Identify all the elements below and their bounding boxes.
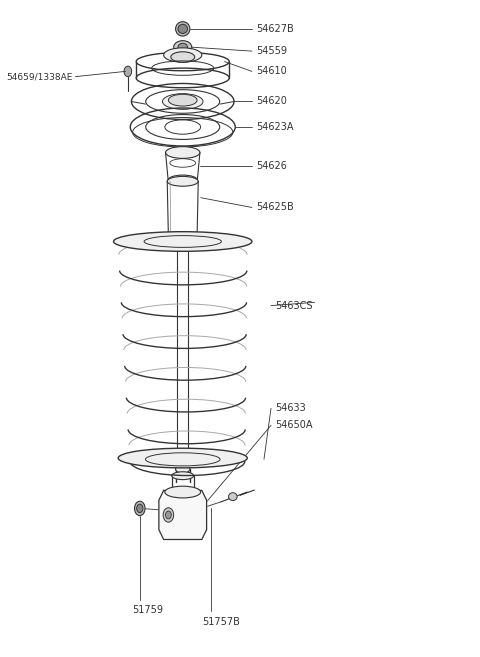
Ellipse shape — [166, 511, 171, 519]
Ellipse shape — [118, 448, 247, 468]
Ellipse shape — [172, 472, 194, 480]
Text: 54610: 54610 — [256, 66, 287, 76]
Text: 54633: 54633 — [275, 403, 306, 413]
Ellipse shape — [171, 52, 195, 62]
Text: 54650A: 54650A — [275, 420, 312, 430]
Ellipse shape — [134, 501, 145, 516]
Text: 54659/1338AE: 54659/1338AE — [6, 72, 72, 81]
Polygon shape — [159, 490, 206, 539]
Ellipse shape — [167, 176, 198, 186]
Ellipse shape — [176, 465, 190, 473]
Ellipse shape — [124, 66, 132, 77]
Text: 54626: 54626 — [256, 161, 287, 171]
Ellipse shape — [174, 41, 192, 54]
Ellipse shape — [165, 486, 201, 498]
Ellipse shape — [168, 95, 197, 106]
Ellipse shape — [168, 175, 197, 185]
Ellipse shape — [114, 232, 252, 251]
Ellipse shape — [178, 24, 188, 34]
Text: 54620: 54620 — [256, 97, 287, 106]
Ellipse shape — [163, 508, 174, 522]
Ellipse shape — [166, 147, 200, 158]
Ellipse shape — [228, 493, 237, 501]
Text: 51759: 51759 — [132, 605, 164, 615]
Text: 54625B: 54625B — [256, 202, 293, 212]
Text: 51757B: 51757B — [202, 616, 240, 627]
Ellipse shape — [176, 22, 190, 36]
Ellipse shape — [178, 43, 188, 51]
Text: 54627B: 54627B — [256, 24, 293, 34]
Ellipse shape — [137, 504, 143, 512]
Ellipse shape — [164, 48, 202, 62]
Text: 5463CS: 5463CS — [275, 301, 312, 311]
Text: 54559: 54559 — [256, 46, 287, 56]
Text: 54623A: 54623A — [256, 122, 293, 132]
Ellipse shape — [162, 94, 203, 109]
